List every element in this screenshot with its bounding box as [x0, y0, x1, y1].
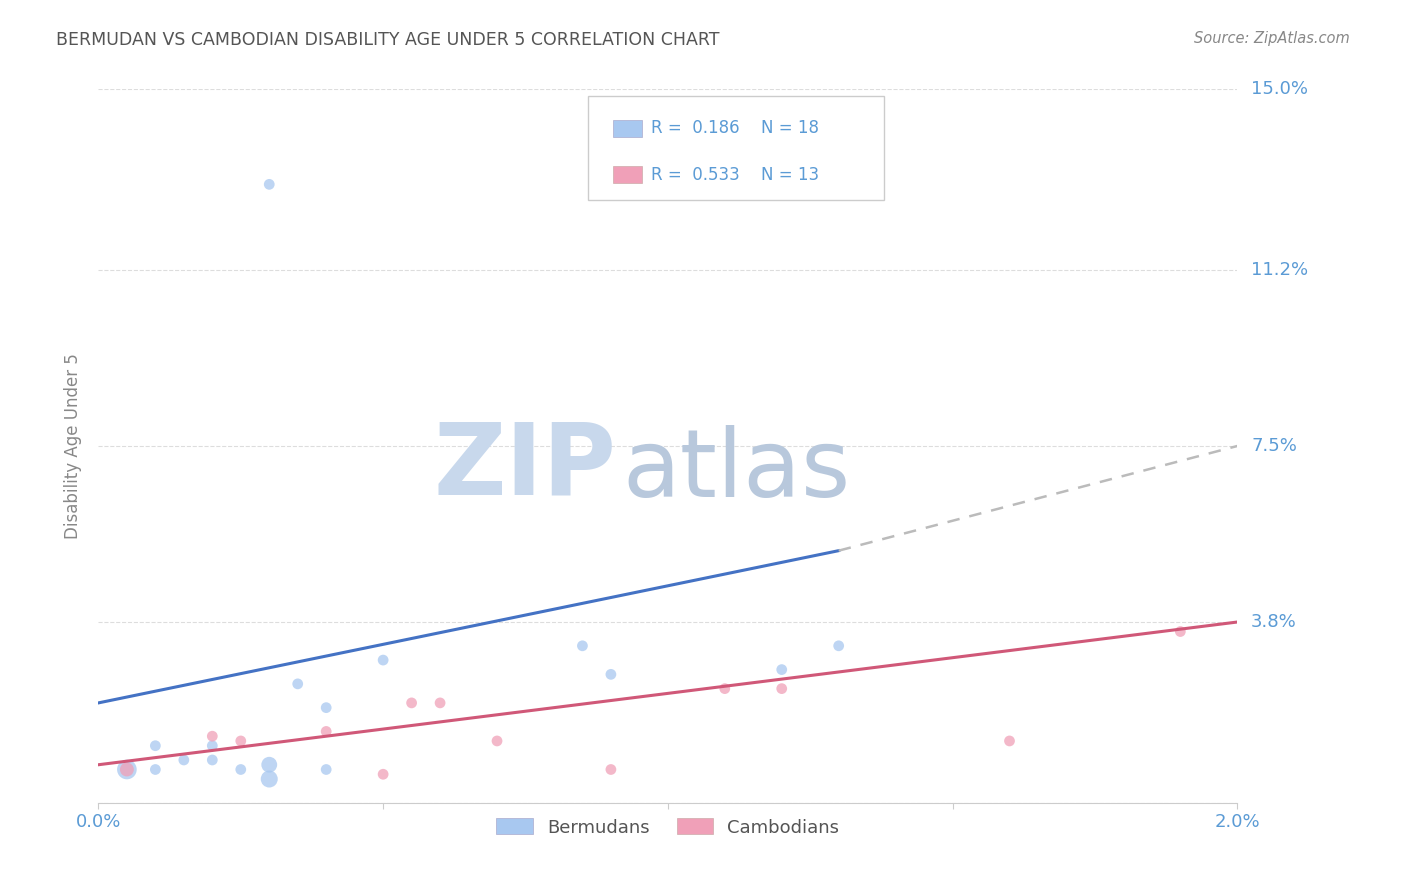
Text: R =  0.533: R = 0.533: [651, 166, 740, 184]
Point: [828, 639, 851, 653]
Point: [486, 734, 509, 748]
Point: [1170, 624, 1192, 639]
Point: [315, 700, 337, 714]
Text: ZIP: ZIP: [433, 419, 617, 516]
Text: N = 13: N = 13: [761, 166, 820, 184]
FancyBboxPatch shape: [588, 96, 884, 200]
Text: R =  0.186: R = 0.186: [651, 120, 740, 137]
Text: 7.5%: 7.5%: [1251, 437, 1298, 455]
Point: [259, 772, 281, 786]
Point: [201, 729, 224, 743]
Point: [201, 739, 224, 753]
Point: [115, 763, 138, 777]
Text: 3.8%: 3.8%: [1251, 613, 1296, 631]
Point: [571, 639, 593, 653]
Text: atlas: atlas: [623, 425, 851, 517]
Text: Source: ZipAtlas.com: Source: ZipAtlas.com: [1194, 31, 1350, 46]
Point: [229, 763, 252, 777]
Point: [998, 734, 1021, 748]
Point: [401, 696, 423, 710]
Point: [315, 724, 337, 739]
Point: [229, 734, 252, 748]
FancyBboxPatch shape: [613, 166, 641, 184]
Text: BERMUDAN VS CAMBODIAN DISABILITY AGE UNDER 5 CORRELATION CHART: BERMUDAN VS CAMBODIAN DISABILITY AGE UND…: [56, 31, 720, 49]
Point: [145, 739, 167, 753]
Point: [600, 667, 623, 681]
Text: 11.2%: 11.2%: [1251, 261, 1309, 279]
Point: [173, 753, 195, 767]
Point: [287, 677, 309, 691]
Point: [145, 763, 167, 777]
Text: N = 18: N = 18: [761, 120, 820, 137]
Text: 15.0%: 15.0%: [1251, 80, 1308, 98]
Y-axis label: Disability Age Under 5: Disability Age Under 5: [65, 353, 83, 539]
Point: [770, 663, 793, 677]
Point: [315, 763, 337, 777]
Point: [259, 178, 281, 192]
Legend: Bermudans, Cambodians: Bermudans, Cambodians: [489, 811, 846, 844]
Point: [770, 681, 793, 696]
Point: [201, 753, 224, 767]
Point: [714, 681, 737, 696]
Point: [371, 653, 394, 667]
Point: [600, 763, 623, 777]
Point: [371, 767, 394, 781]
FancyBboxPatch shape: [613, 120, 641, 137]
Point: [259, 757, 281, 772]
Point: [429, 696, 451, 710]
Point: [115, 763, 138, 777]
